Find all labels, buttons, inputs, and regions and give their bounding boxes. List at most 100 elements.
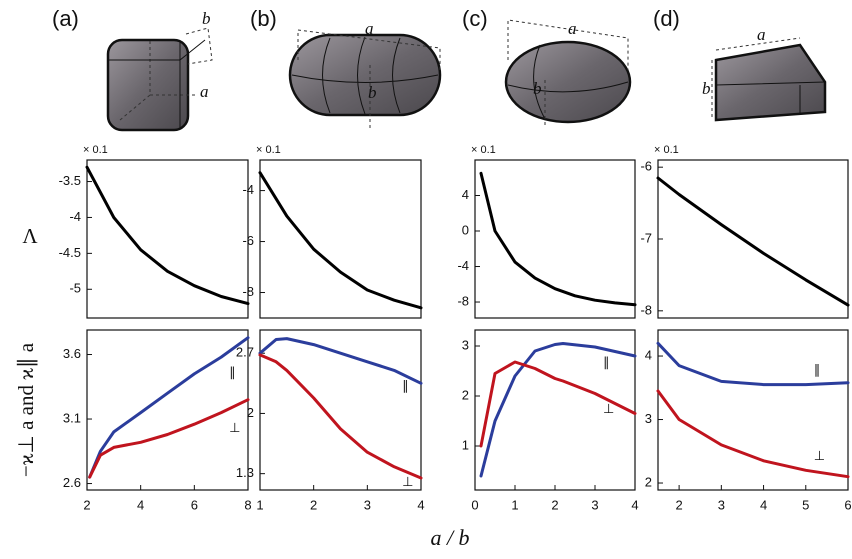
data-line <box>85 165 250 306</box>
plot-frame <box>86 159 249 319</box>
data-line <box>258 353 423 480</box>
data-line <box>479 342 637 478</box>
y-tick-label: -8 <box>457 293 469 308</box>
x-tick-label: 5 <box>802 497 809 512</box>
data-line <box>258 171 423 310</box>
series-label: ∥ <box>603 354 610 369</box>
data-line <box>479 360 637 448</box>
panel-label: (b) <box>250 6 277 31</box>
capsule-guides <box>297 29 441 130</box>
x-tick-label: 0 <box>471 497 478 512</box>
panel-label: (d) <box>653 6 680 31</box>
series-label: ∥ <box>814 362 821 377</box>
x-axis-label: a / b <box>430 525 469 550</box>
illustrations: b a a b a b a b <box>106 9 827 132</box>
x-tick-label: 1 <box>511 497 518 512</box>
series-label: ⊥ <box>402 474 413 489</box>
plot-frame <box>474 159 636 319</box>
cube-guides <box>119 27 213 121</box>
y-axis-label: Λ <box>22 224 38 248</box>
y-tick-label: 2.6 <box>63 475 81 490</box>
y-tick-label: 2 <box>645 474 652 489</box>
panel-label: (c) <box>462 6 488 31</box>
y-tick-label: -7 <box>640 230 652 245</box>
y-tick-label: 2.7 <box>236 345 254 360</box>
prism-edges <box>715 81 826 115</box>
y-tick-label: 3 <box>645 411 652 426</box>
x-tick-label: 2 <box>551 497 558 512</box>
y-tick-label: 4 <box>645 347 652 362</box>
prism-shape <box>714 43 827 122</box>
ellipsoid-shape <box>504 40 632 124</box>
series-label: ⊥ <box>603 401 614 416</box>
y-axis-label: −ϰ⊥ a and ϰ∥ a <box>14 342 38 477</box>
x-tick-label: 6 <box>844 497 851 512</box>
y-tick-label: 2 <box>462 387 469 402</box>
data-line <box>479 171 637 307</box>
y-multiplier: × 0.1 <box>256 144 281 156</box>
plot-frame <box>657 159 849 319</box>
shape-label: a <box>568 19 577 38</box>
data-line <box>88 336 250 479</box>
y-multiplier: × 0.1 <box>654 144 679 156</box>
shape-label: b <box>533 79 542 98</box>
cube-edges <box>108 39 206 128</box>
y-tick-label: -4 <box>457 258 469 273</box>
x-tick-label: 2 <box>83 497 90 512</box>
capsule-shape <box>288 33 442 117</box>
x-tick-label: 3 <box>364 497 371 512</box>
x-tick-label: 6 <box>191 497 198 512</box>
shape-label: a <box>200 82 209 101</box>
x-tick-label: 8 <box>244 497 251 512</box>
shape-label: b <box>368 83 377 102</box>
y-tick-label: -4.5 <box>59 245 81 260</box>
data-line <box>258 337 423 385</box>
y-tick-label: -4 <box>69 209 81 224</box>
y-tick-label: -8 <box>640 302 652 317</box>
y-tick-label: -4 <box>242 182 254 197</box>
x-tick-label: 3 <box>591 497 598 512</box>
y-tick-label: 1.3 <box>236 465 254 480</box>
y-tick-label: 3.6 <box>63 346 81 361</box>
y-tick-label: 2 <box>247 405 254 420</box>
x-tick-label: 4 <box>417 497 424 512</box>
series-label: ⊥ <box>229 420 240 435</box>
shape-label: a <box>757 25 766 44</box>
series-label: ∥ <box>229 365 236 380</box>
y-multiplier: × 0.1 <box>471 144 496 156</box>
y-tick-label: -6 <box>242 233 254 248</box>
y-tick-label: 3.1 <box>63 410 81 425</box>
y-tick-label: 0 <box>462 222 469 237</box>
y-tick-label: -5 <box>69 281 81 296</box>
y-tick-label: 3 <box>462 337 469 352</box>
x-tick-label: 1 <box>256 497 263 512</box>
series-label: ∥ <box>402 378 409 393</box>
data-line <box>656 341 850 387</box>
capsule-edges <box>291 36 439 115</box>
cube-shape <box>106 38 190 132</box>
y-tick-label: -8 <box>242 284 254 299</box>
data-line <box>656 389 850 479</box>
x-tick-label: 2 <box>675 497 682 512</box>
series-label: ⊥ <box>814 448 825 463</box>
x-tick-label: 4 <box>760 497 767 512</box>
x-tick-label: 3 <box>718 497 725 512</box>
ellipsoid-guides <box>507 19 629 125</box>
ellipsoid-edges <box>507 44 629 120</box>
plot-frame <box>259 159 422 319</box>
plot-frame <box>259 329 422 491</box>
panel-label: (a) <box>52 6 79 31</box>
shape-label: b <box>702 79 711 98</box>
x-tick-label: 2 <box>310 497 317 512</box>
prism-guides <box>711 37 801 120</box>
shape-label: a <box>365 19 374 38</box>
plot-frame <box>86 329 249 491</box>
y-tick-label: 1 <box>462 437 469 452</box>
y-tick-label: -6 <box>640 159 652 174</box>
data-line <box>88 398 250 479</box>
y-tick-label: 4 <box>462 187 469 202</box>
shape-label: b <box>202 9 211 28</box>
y-tick-label: -3.5 <box>59 173 81 188</box>
data-line <box>656 176 850 307</box>
